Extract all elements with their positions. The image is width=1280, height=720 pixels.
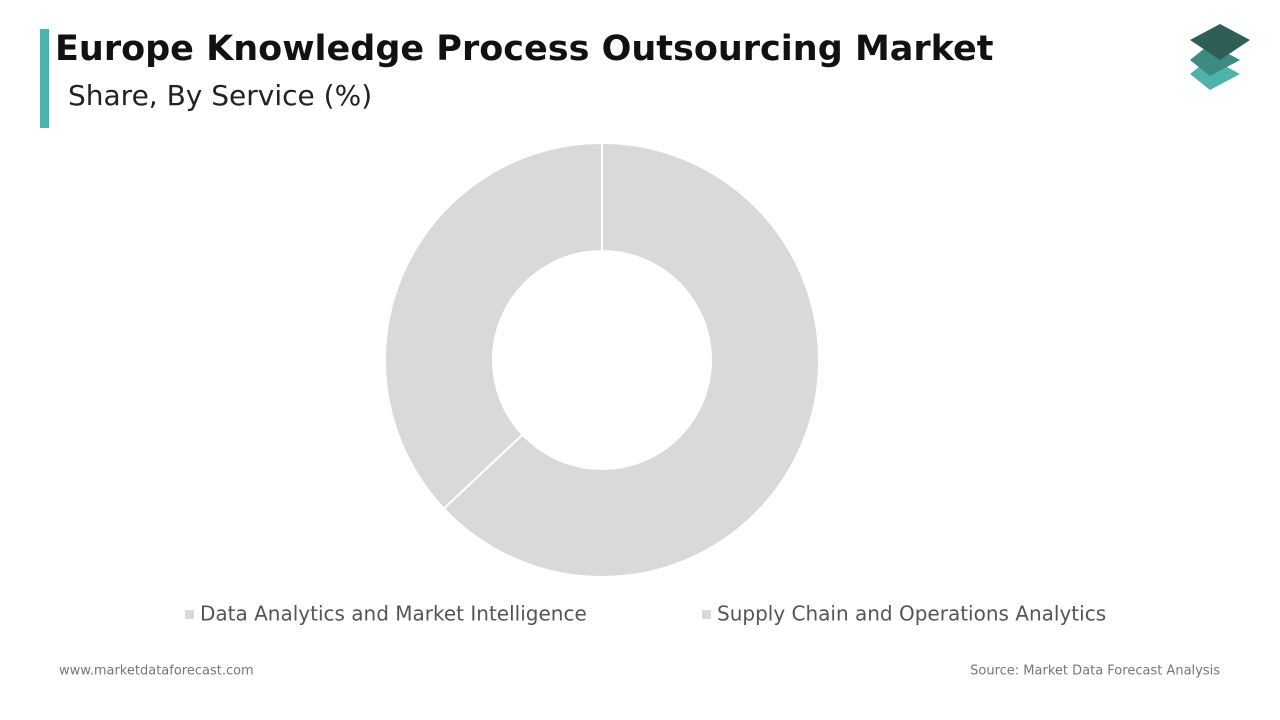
chart-title: Europe Knowledge Process Outsourcing Mar… <box>55 29 993 69</box>
website: www.marketdataforecast.com <box>59 664 254 679</box>
legend-label: Data Analytics and Market Intelligence <box>200 602 587 626</box>
logo <box>1190 24 1250 90</box>
legend-swatch <box>185 610 194 619</box>
source-note: Source: Market Data Forecast Analysis <box>970 664 1220 679</box>
title-accent-bar <box>40 29 49 128</box>
legend-swatch <box>702 610 711 619</box>
donut-slice <box>384 141 603 510</box>
donut-slice <box>442 141 820 578</box>
legend-label: Supply Chain and Operations Analytics <box>717 602 1106 626</box>
chart-subtitle: Share, By Service (%) <box>68 79 372 112</box>
